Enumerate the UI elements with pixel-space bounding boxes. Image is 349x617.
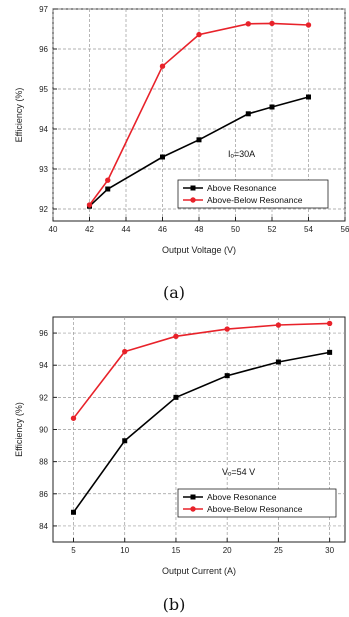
x-tick-label: 20 bbox=[223, 546, 232, 555]
condition-annotation: Iₒ=30A bbox=[228, 149, 255, 159]
series-line-above-below-resonance bbox=[72, 322, 330, 419]
x-tick-label: 50 bbox=[231, 225, 240, 234]
x-tick-label: 40 bbox=[49, 225, 58, 234]
y-tick-label: 94 bbox=[39, 361, 48, 370]
legend-marker bbox=[190, 197, 196, 203]
data-point-above-resonance bbox=[245, 111, 251, 117]
x-tick-label: 42 bbox=[85, 225, 94, 234]
data-point-above-below-resonance bbox=[245, 21, 251, 27]
data-point-above-resonance bbox=[105, 186, 111, 192]
data-point-above-resonance bbox=[275, 359, 281, 365]
x-tick-label: 56 bbox=[341, 225, 349, 234]
y-tick-label: 97 bbox=[39, 5, 48, 14]
chart-a: 40 42 44 46 48 50 52 54 56 92 93 94 95 96 97 Output Vol… bbox=[14, 5, 349, 302]
chart-b: 5 10 15 20 25 30 84 86 88 90 92 94 96 Output Current … bbox=[14, 316, 346, 614]
data-point-above-below-resonance bbox=[173, 333, 179, 339]
x-tick-label: 30 bbox=[325, 546, 334, 555]
data-point-above-below-resonance bbox=[305, 22, 312, 28]
data-point-above-resonance bbox=[306, 94, 311, 100]
data-point-above-below-resonance bbox=[105, 177, 111, 183]
y-tick-label: 93 bbox=[39, 165, 48, 174]
legend-marker bbox=[190, 185, 196, 191]
legend-marker bbox=[190, 494, 196, 500]
data-point-above-resonance bbox=[224, 373, 230, 379]
panel-label: (b) bbox=[163, 595, 186, 614]
x-tick-label: 54 bbox=[304, 225, 313, 234]
x-axis-label: Output Current (A) bbox=[162, 566, 236, 576]
data-point-above-resonance bbox=[122, 438, 128, 444]
x-tick-label: 25 bbox=[274, 546, 283, 555]
data-point-above-resonance bbox=[70, 509, 76, 515]
y-tick-label: 92 bbox=[39, 393, 48, 402]
x-tick-label: 5 bbox=[71, 546, 76, 555]
x-tick-label: 15 bbox=[171, 546, 180, 555]
y-tick-label: 90 bbox=[39, 426, 48, 435]
y-tick-label: 84 bbox=[39, 522, 48, 531]
legend-label: Above-Below Resonance bbox=[207, 195, 303, 205]
x-tick-label: 44 bbox=[122, 225, 131, 234]
y-tick-label: 92 bbox=[39, 205, 48, 214]
data-point-above-below-resonance bbox=[224, 326, 230, 332]
panel-label: (a) bbox=[163, 283, 185, 302]
data-point-above-below-resonance bbox=[159, 63, 166, 69]
x-tick-label: 52 bbox=[268, 225, 277, 234]
y-tick-label: 96 bbox=[39, 45, 48, 54]
x-tick-label: 10 bbox=[120, 546, 129, 555]
legend-label: Above Resonance bbox=[207, 492, 277, 502]
y-tick-label: 88 bbox=[39, 458, 48, 467]
data-point-above-resonance bbox=[269, 104, 275, 110]
legend-box bbox=[177, 179, 329, 209]
data-point-above-resonance bbox=[196, 137, 202, 143]
data-point-above-below-resonance bbox=[196, 31, 202, 38]
data-point-above-below-resonance bbox=[86, 202, 93, 208]
data-point-above-resonance bbox=[173, 394, 179, 400]
condition-annotation: Vₒ=54 V bbox=[222, 467, 255, 477]
y-tick-label: 96 bbox=[39, 329, 48, 338]
data-point-above-resonance bbox=[160, 154, 165, 160]
data-point-above-below-resonance bbox=[269, 20, 275, 27]
legend-marker bbox=[190, 506, 196, 512]
y-tick-label: 95 bbox=[39, 85, 48, 94]
x-tick-label: 46 bbox=[158, 225, 167, 234]
legend-label: Above-Below Resonance bbox=[207, 504, 303, 514]
series-line-above-resonance bbox=[72, 351, 330, 513]
data-point-above-below-resonance bbox=[122, 348, 128, 355]
x-axis-label: Output Voltage (V) bbox=[162, 245, 236, 255]
data-point-above-below-resonance bbox=[326, 320, 333, 327]
y-axis-label: Efficiency (%) bbox=[14, 88, 24, 143]
data-point-above-resonance bbox=[327, 349, 333, 355]
y-axis-label: Efficiency (%) bbox=[14, 402, 24, 457]
y-tick-label: 86 bbox=[39, 490, 48, 499]
legend-box bbox=[177, 488, 337, 518]
data-point-above-below-resonance bbox=[70, 415, 77, 421]
legend-label: Above Resonance bbox=[207, 183, 277, 193]
x-tick-label: 48 bbox=[195, 225, 204, 234]
data-point-above-below-resonance bbox=[275, 322, 282, 328]
y-tick-label: 94 bbox=[39, 125, 48, 134]
